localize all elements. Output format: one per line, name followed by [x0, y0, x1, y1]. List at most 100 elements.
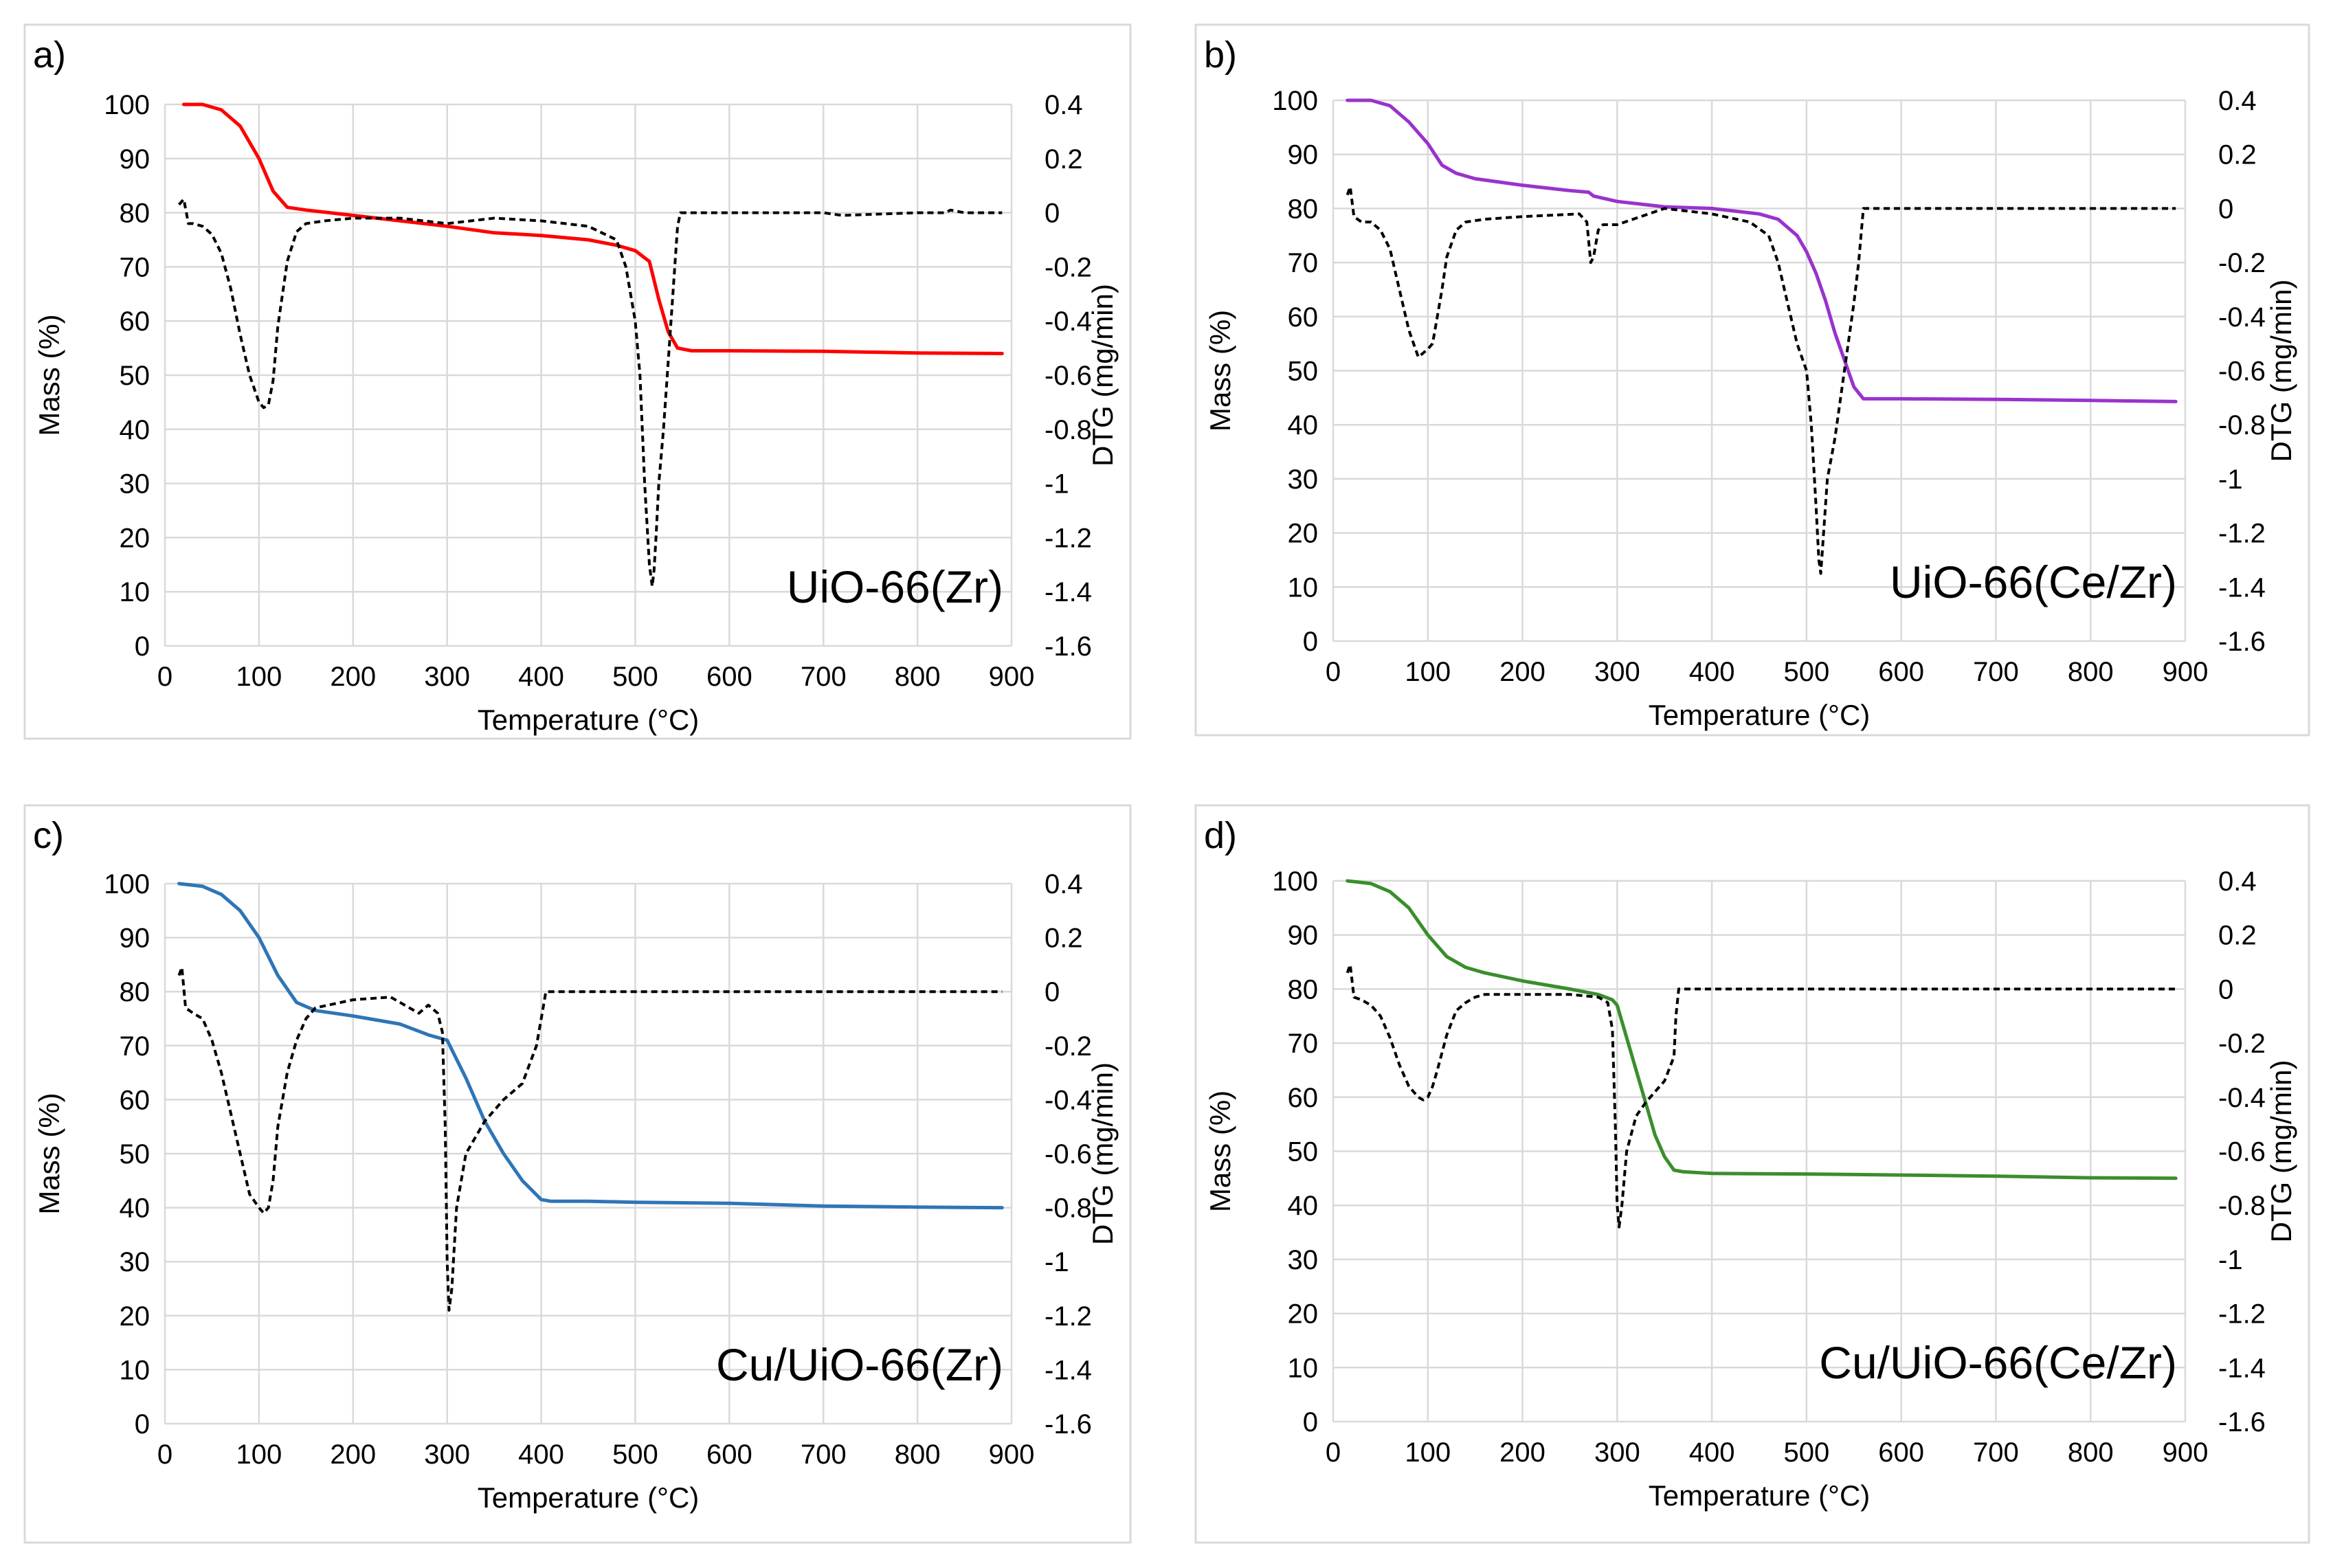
- y-tick-label: 30: [1288, 1245, 1319, 1275]
- mass-series-line: [1346, 98, 2178, 403]
- x-tick-label: 0: [1326, 657, 1341, 687]
- y2-tick-label: -1.6: [2218, 1407, 2266, 1437]
- y2-tick-label: 0.2: [1045, 923, 1083, 954]
- x-tick-label: 800: [2068, 657, 2114, 687]
- y2-tick-label: -1.2: [1045, 523, 1092, 553]
- x-tick-label: 900: [989, 662, 1035, 692]
- panel-frame: [23, 23, 1132, 740]
- y2-tick-label: 0: [2218, 194, 2233, 224]
- x-tick-label: 200: [1499, 657, 1545, 687]
- y-axis-title: Mass (%): [33, 1093, 65, 1214]
- x-tick-label: 400: [1689, 1437, 1735, 1468]
- y2-tick-label: -0.4: [2218, 1083, 2266, 1113]
- y2-tick-label: -0.8: [1045, 1194, 1092, 1224]
- x-axis-title: Temperature (°C): [1649, 1479, 1871, 1512]
- y-tick-label: 20: [120, 1301, 150, 1332]
- panel-label: d): [1204, 815, 1237, 856]
- y-tick-label: 80: [1288, 194, 1319, 224]
- x-tick-label: 400: [1689, 657, 1735, 687]
- x-tick-label: 0: [157, 662, 172, 692]
- y-tick-label: 0: [135, 631, 150, 662]
- y-tick-label: 10: [120, 577, 150, 607]
- y2-tick-label: -0.2: [2218, 248, 2266, 278]
- x-tick-label: 300: [424, 662, 470, 692]
- x-tick-label: 800: [895, 662, 941, 692]
- y-tick-label: 80: [120, 199, 150, 229]
- y-tick-label: 90: [120, 144, 150, 175]
- chart-panel-3: 0 100 200 300 400 500 600 700 800 900010203040506…: [23, 804, 1132, 1544]
- y2-tick-label: -0.4: [1045, 306, 1092, 337]
- y2-axis-title: DTG (mg/min): [1086, 1062, 1119, 1245]
- y2-tick-label: -1.4: [2218, 1353, 2266, 1383]
- y-axis-title: Mass (%): [33, 314, 65, 436]
- x-tick-label: 400: [518, 662, 564, 692]
- y-tick-label: 100: [1272, 86, 1318, 116]
- y-axis-title: Mass (%): [1204, 310, 1236, 432]
- y2-tick-label: -0.8: [2218, 410, 2266, 440]
- y2-tick-label: -0.2: [1045, 252, 1092, 282]
- y2-tick-label: -0.2: [1045, 1031, 1092, 1062]
- y-tick-label: 60: [1288, 1083, 1319, 1113]
- y2-tick-label: -1.2: [1045, 1301, 1092, 1332]
- x-axis-title: Temperature (°C): [478, 1481, 700, 1514]
- mass-series-line: [181, 102, 1004, 355]
- y-tick-label: 60: [120, 306, 150, 337]
- y2-tick-label: -0.6: [1045, 361, 1092, 391]
- panel-label: b): [1204, 34, 1237, 76]
- x-tick-label: 400: [518, 1440, 564, 1470]
- y2-tick-label: -1: [1045, 1247, 1069, 1277]
- chart-panel-2: 0 100 200 300 400 500 600 700 800 900010203040506…: [1194, 23, 2310, 737]
- y-tick-label: 20: [1288, 1299, 1319, 1330]
- y2-tick-label: -1.4: [1045, 1355, 1092, 1385]
- y-tick-label: 0: [1303, 627, 1318, 657]
- x-tick-label: 700: [1973, 1437, 2019, 1468]
- chart-panel-1: 0 100 200 300 400 500 600 700 800 900010203040506…: [23, 23, 1132, 740]
- x-tick-label: 900: [989, 1440, 1035, 1470]
- y2-tick-label: -1.6: [1045, 631, 1092, 662]
- y2-tick-label: 0.2: [2218, 921, 2257, 951]
- y2-tick-label: -1: [2218, 1245, 2243, 1275]
- y2-tick-label: 0.4: [1045, 869, 1083, 899]
- y2-axis-title: DTG (mg/min): [2265, 280, 2297, 462]
- y-tick-label: 90: [1288, 140, 1319, 170]
- x-tick-label: 600: [706, 662, 752, 692]
- y-tick-label: 80: [120, 977, 150, 1007]
- x-tick-label: 700: [801, 662, 847, 692]
- y2-tick-label: -1.4: [2218, 572, 2266, 603]
- panel-label: a): [33, 34, 66, 76]
- y-tick-label: 60: [1288, 302, 1319, 333]
- y-tick-label: 100: [104, 869, 150, 899]
- y-tick-label: 40: [1288, 410, 1319, 440]
- x-axis-title: Temperature (°C): [478, 704, 700, 736]
- y-tick-label: 50: [120, 1139, 150, 1169]
- y2-tick-label: -0.6: [2218, 1137, 2266, 1167]
- x-tick-label: 100: [236, 662, 282, 692]
- x-tick-label: 300: [424, 1440, 470, 1470]
- y-tick-label: 90: [120, 923, 150, 954]
- dtg-series-line: [177, 965, 1003, 1312]
- y-axis-title: Mass (%): [1204, 1090, 1236, 1212]
- x-tick-label: 700: [801, 1440, 847, 1470]
- panel-label: c): [33, 815, 64, 856]
- y2-tick-label: -1: [2218, 464, 2243, 495]
- sample-label: Cu/UiO-66(Ce/Zr): [1819, 1337, 2177, 1388]
- y-tick-label: 10: [1288, 572, 1319, 603]
- y2-tick-label: 0.4: [2218, 86, 2257, 116]
- x-tick-label: 300: [1594, 1437, 1640, 1468]
- x-tick-label: 600: [706, 1440, 752, 1470]
- dtg-series-line: [1346, 185, 2176, 575]
- y2-tick-label: -0.8: [2218, 1191, 2266, 1221]
- y2-tick-label: -0.6: [1045, 1139, 1092, 1169]
- panel-frame: [23, 804, 1132, 1544]
- x-tick-label: 0: [157, 1440, 172, 1470]
- y2-tick-label: -1.6: [2218, 627, 2266, 657]
- y2-tick-label: -0.2: [2218, 1029, 2266, 1059]
- x-tick-label: 300: [1594, 657, 1640, 687]
- y-tick-label: 50: [1288, 357, 1319, 387]
- x-tick-label: 600: [1878, 657, 1924, 687]
- y-tick-label: 40: [120, 415, 150, 445]
- y-tick-label: 40: [120, 1194, 150, 1224]
- y2-axis-title: DTG (mg/min): [1086, 284, 1119, 467]
- x-tick-label: 0: [1326, 1437, 1341, 1468]
